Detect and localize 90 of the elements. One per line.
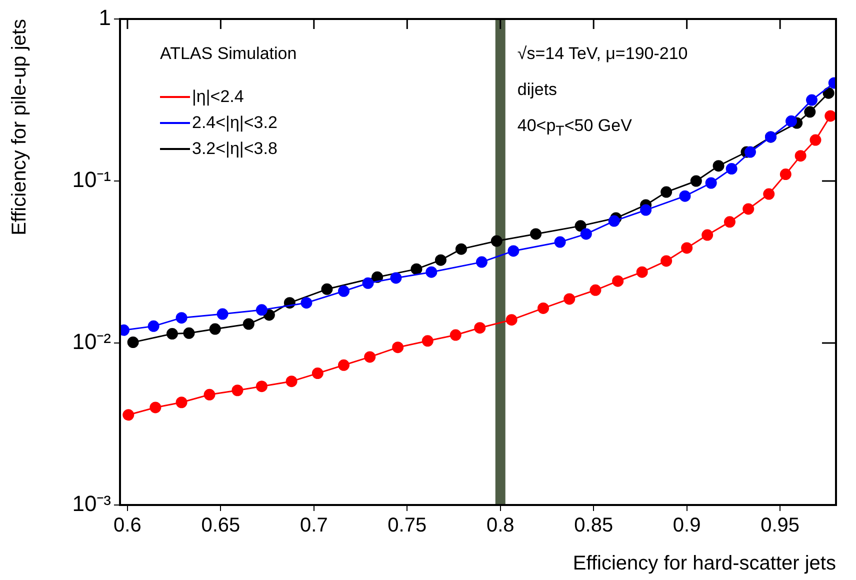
point <box>338 285 350 297</box>
point <box>786 115 797 127</box>
y-axis-title: Efficiency for pile-up jets <box>8 19 31 236</box>
x-tick-label: 0.85 <box>574 514 614 537</box>
x-tick-label: 0.65 <box>201 514 240 537</box>
point <box>824 110 836 122</box>
point <box>392 342 404 354</box>
legend-label: 2.4<|η|<3.2 <box>192 113 278 133</box>
point <box>564 293 576 305</box>
point <box>204 388 216 400</box>
legend-label: |η|<2.4 <box>192 87 244 107</box>
point <box>810 134 822 146</box>
point <box>724 216 736 228</box>
point <box>209 323 221 335</box>
point <box>410 263 422 275</box>
point <box>702 229 714 241</box>
point <box>362 277 374 289</box>
point <box>426 266 438 278</box>
point <box>286 376 298 388</box>
point <box>726 163 738 175</box>
point <box>364 351 376 363</box>
point <box>530 228 542 240</box>
annotation: dijets <box>517 80 558 100</box>
x-tick-label: 0.95 <box>760 514 800 537</box>
point <box>554 236 566 248</box>
x-tick-label: 0.6 <box>114 514 142 537</box>
point <box>166 328 178 340</box>
point <box>763 188 775 200</box>
point <box>176 312 188 324</box>
point <box>242 318 254 330</box>
point <box>372 271 384 283</box>
point <box>640 204 652 216</box>
point <box>679 190 691 202</box>
x-tick-label: 0.9 <box>672 514 701 537</box>
point <box>506 314 518 326</box>
point <box>490 235 502 247</box>
point <box>742 203 754 215</box>
annotation: ATLAS Simulation <box>160 44 297 64</box>
point <box>256 304 268 316</box>
annotation: 40<p$_{T}$<50 GeV <box>517 116 632 140</box>
point <box>660 255 672 267</box>
point <box>422 335 434 347</box>
point <box>150 402 162 414</box>
point <box>681 242 693 254</box>
y-tick-label: 10⁻³ <box>72 491 111 516</box>
point <box>127 336 139 348</box>
point <box>476 256 488 268</box>
point <box>434 254 446 266</box>
point <box>712 160 724 172</box>
point <box>508 245 520 257</box>
point <box>176 396 188 408</box>
point <box>183 327 195 339</box>
y-tick-label: 1 <box>98 5 111 30</box>
point <box>455 243 467 255</box>
point <box>636 266 648 278</box>
point <box>780 168 792 180</box>
annotation: √s=14 TeV, μ=190-210 <box>517 44 688 64</box>
point <box>312 368 324 380</box>
point <box>705 177 717 189</box>
point <box>216 308 228 320</box>
point <box>338 359 350 371</box>
point <box>300 297 312 309</box>
x-tick-label: 0.75 <box>388 514 427 537</box>
point <box>744 146 756 158</box>
point <box>590 284 602 296</box>
point <box>804 106 816 118</box>
point <box>580 228 592 240</box>
point <box>450 329 462 341</box>
point <box>390 272 402 284</box>
point <box>794 150 806 162</box>
x-axis-title: Efficiency for hard-scatter jets <box>572 552 836 575</box>
point <box>232 384 244 396</box>
legend-label: 3.2<|η|<3.8 <box>192 139 278 159</box>
point <box>148 320 160 332</box>
y-tick-label: 10⁻¹ <box>72 167 111 192</box>
point <box>474 322 486 334</box>
point <box>822 87 834 99</box>
point <box>122 409 134 421</box>
x-tick-label: 0.7 <box>300 514 328 537</box>
point <box>612 275 624 287</box>
point <box>608 215 620 227</box>
point <box>660 186 672 198</box>
point <box>690 175 702 187</box>
point <box>538 302 550 314</box>
point <box>256 380 268 392</box>
point <box>806 94 818 106</box>
point <box>574 220 586 232</box>
x-tick-label: 0.8 <box>486 514 514 537</box>
y-tick-label: 10⁻² <box>72 329 111 354</box>
point <box>321 283 333 295</box>
